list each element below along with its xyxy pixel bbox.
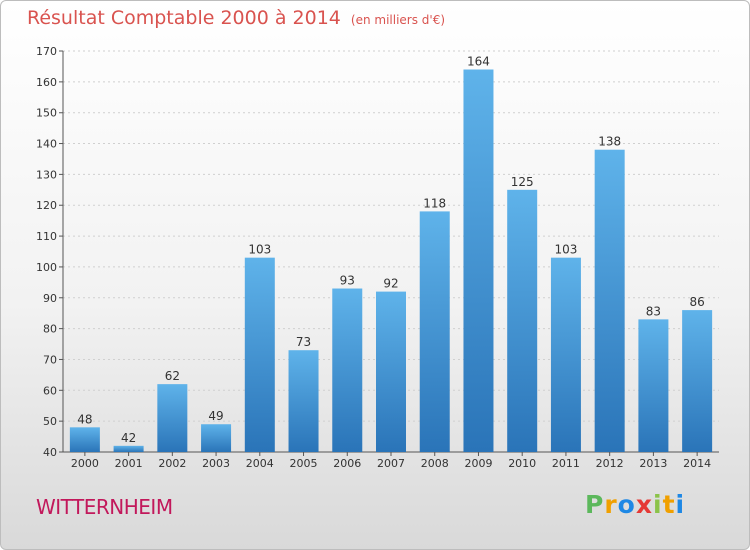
data-label-2013: 83 [646,304,661,318]
x-tick-label-2008: 2008 [421,457,449,470]
logo-letter: P [585,490,605,519]
data-labels: 48 42 62 49 103 73 93 92 118 164 125 103 138 83 86 [77,55,705,445]
y-tick-label: 150 [36,107,57,120]
bar-2002 [157,384,188,452]
bar-2011 [550,257,581,452]
y-tick-label: 110 [36,230,57,243]
x-tick-label-2002: 2002 [158,457,186,470]
bar-2003 [201,424,232,452]
x-tick-label-2007: 2007 [377,457,405,470]
x-tick-label-2010: 2010 [508,457,536,470]
bar-2006 [332,288,363,452]
y-tick-label: 90 [43,292,57,305]
y-tick-label: 120 [36,199,57,212]
data-label-2010: 125 [511,175,534,189]
proxiti-logo: Proxiti [585,490,685,519]
x-tick-label-2003: 2003 [202,457,230,470]
x-tick-label-2005: 2005 [290,457,318,470]
chart-subtitle: (en milliers d'€) [350,13,446,27]
logo-letter: t [662,490,676,519]
logo-letter: r [604,490,618,519]
data-label-2006: 93 [340,274,355,288]
x-tick-label-2013: 2013 [639,457,667,470]
x-tick-label-2006: 2006 [333,457,361,470]
chart-title: Résultat Comptable 2000 à 2014 [27,7,341,29]
data-label-2014: 86 [689,295,704,309]
bar-2007 [376,291,406,452]
x-tick-label-2004: 2004 [246,457,274,470]
x-tick-label-2001: 2001 [115,457,143,470]
bar-2001 [113,445,144,452]
y-tick-label: 40 [43,446,57,459]
data-label-2002: 62 [165,369,180,383]
bars [69,69,713,453]
bar-2000 [69,427,100,452]
logo-letter: i [675,490,686,519]
data-label-2007: 92 [383,277,398,291]
data-label-2011: 103 [554,243,577,257]
data-label-2005: 73 [296,335,311,349]
chart-title-block: Résultat Comptable 2000 à 2014 (en millie… [27,7,445,29]
y-tick-label: 130 [36,168,57,181]
y-tick-label: 80 [43,323,57,336]
bar-2013 [638,319,669,452]
data-label-2004: 103 [248,243,271,257]
y-tick-label: 160 [36,76,57,89]
x-tick-label-2000: 2000 [71,457,99,470]
x-tick-label-2012: 2012 [596,457,624,470]
data-label-2008: 118 [423,196,446,210]
data-label-2012: 138 [598,135,621,149]
bar-2005 [288,350,319,452]
bar-2012 [594,149,625,452]
bar-2010 [507,189,538,453]
bar-2004 [244,257,275,452]
bar-2014 [682,310,713,452]
y-tick-label: 50 [43,415,57,428]
data-label-2001: 42 [121,431,136,445]
data-label-2009: 164 [467,55,490,69]
y-tick-label: 60 [43,384,57,397]
y-tick-label: 140 [36,138,57,151]
x-tick-label-2009: 2009 [464,457,492,470]
bar-2009 [463,69,494,452]
y-tick-label: 170 [36,45,57,58]
data-label-2003: 49 [208,409,223,423]
bar-2008 [419,211,450,452]
logo-letter: i [653,490,663,519]
data-label-2000: 48 [77,412,92,426]
x-tick-label-2014: 2014 [683,457,711,470]
y-tick-label: 100 [36,261,57,274]
commune-name: WITTERNHEIM [36,495,173,519]
logo-letter: o [617,490,636,519]
y-tick-label: 70 [43,353,57,366]
x-tick-label-2011: 2011 [552,457,580,470]
logo-letter: x [635,490,653,519]
